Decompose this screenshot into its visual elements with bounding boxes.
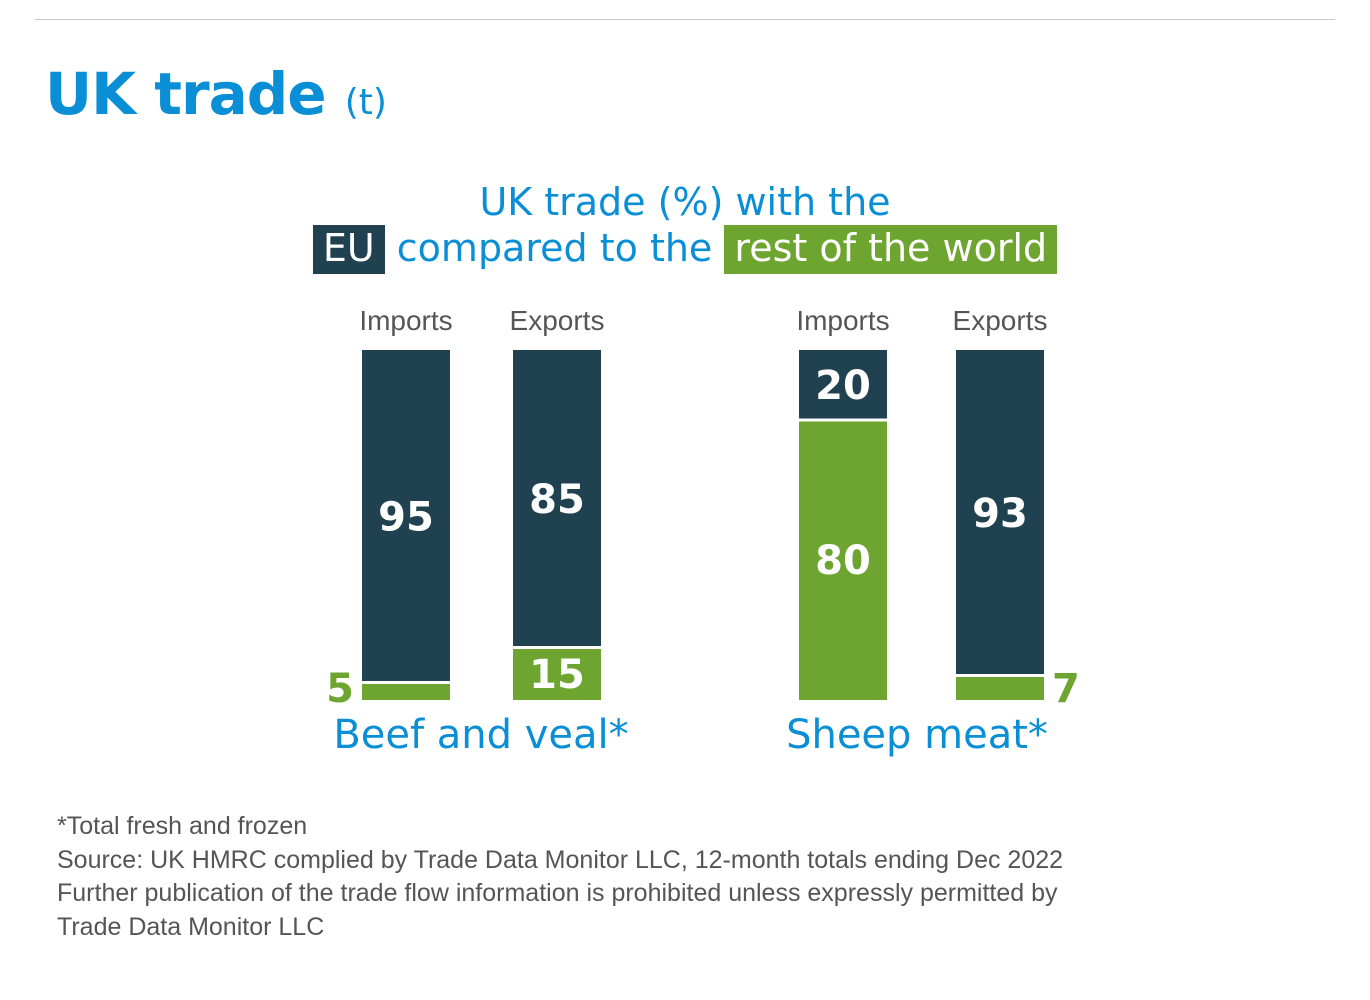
bar-rest-of-world-sheep-meat-imports (799, 421, 887, 700)
bar-rest-of-world-sheep-meat-exports (956, 677, 1044, 700)
footnote-notice-continued: Trade Data Monitor LLC (57, 912, 325, 941)
footnote-asterisk: *Total fresh and frozen (57, 812, 308, 840)
title-text: UK trade (45, 60, 327, 128)
legend-eu-chip: EU (312, 225, 385, 274)
footnote-source: Source: UK HMRC complied by Trade Data M… (57, 845, 1064, 874)
data-label-eu-beef-and-veal-exports: 85 (529, 477, 585, 523)
top-divider (35, 19, 1335, 20)
data-label-eu-sheep-meat-imports: 20 (815, 363, 871, 409)
group-label-beef-and-veal: Beef and veal* (333, 712, 628, 758)
bar-rest-of-world-beef-and-veal-imports (362, 684, 450, 700)
category-label-sheep-meat-exports: Exports (953, 305, 1048, 336)
footnote-notice: Further publication of the trade flow in… (57, 879, 1058, 907)
category-label-sheep-meat-imports: Imports (796, 305, 889, 336)
chart-subtitle-line2: EU compared to the rest of the world (0, 225, 1370, 274)
bar-eu-sheep-meat-exports (956, 350, 1044, 674)
category-label-beef-and-veal-exports: Exports (510, 305, 605, 336)
bar-rest-of-world-beef-and-veal-exports (513, 649, 601, 700)
data-label-rest-of-world-beef-and-veal-exports: 15 (529, 652, 585, 698)
data-label-rest-of-world-sheep-meat-exports: 7 (1052, 666, 1080, 712)
data-label-rest-of-world-sheep-meat-imports: 80 (815, 538, 871, 584)
data-label-rest-of-world-beef-and-veal-imports: 5 (326, 666, 354, 712)
title-unit: (t) (344, 82, 387, 123)
bar-eu-beef-and-veal-imports (362, 350, 450, 681)
group-label-sheep-meat: Sheep meat* (786, 712, 1048, 758)
subtitle-middle-text: compared to the (396, 226, 713, 270)
page-title: UK trade (t) (45, 60, 387, 128)
chart-subtitle-line1: UK trade (%) with the (479, 180, 891, 224)
bar-eu-beef-and-veal-exports (513, 350, 601, 646)
data-label-eu-sheep-meat-exports: 93 (972, 491, 1028, 537)
legend-rest-of-world-chip: rest of the world (724, 225, 1058, 274)
footnotes: *Total fresh and frozen Source: UK HMRC … (57, 810, 1337, 944)
bar-eu-sheep-meat-imports (799, 350, 887, 419)
category-label-beef-and-veal-imports: Imports (359, 305, 452, 336)
data-label-eu-beef-and-veal-imports: 95 (378, 494, 434, 540)
